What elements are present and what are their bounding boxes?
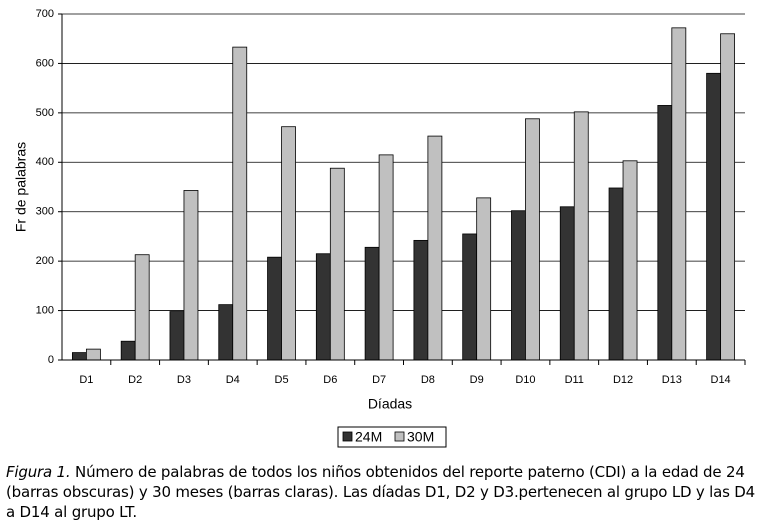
x-tick-label: D4: [226, 374, 240, 386]
legend-label: 24M: [355, 429, 382, 445]
x-tick-label: D5: [275, 374, 289, 386]
y-tick-label: 100: [36, 304, 54, 316]
legend-label: 30M: [407, 429, 434, 445]
bar: [427, 135, 443, 361]
x-tick-label: D13: [662, 374, 682, 386]
bar: [169, 311, 185, 361]
caption: Figura 1. Número de palabras de todos lo…: [6, 462, 758, 522]
bar: [573, 111, 589, 361]
bar: [218, 304, 234, 361]
bar: [476, 197, 492, 361]
x-tick-label: D12: [613, 374, 633, 386]
x-tick-label: D2: [128, 374, 142, 386]
legend-swatch: [394, 431, 405, 442]
caption-text: Número de palabras de todos los niños ob…: [6, 463, 755, 521]
x-tick-label: D10: [515, 374, 535, 386]
bar: [608, 187, 624, 361]
y-tick-label: 500: [36, 107, 54, 119]
x-tick-label: D14: [711, 374, 731, 386]
bar: [706, 72, 722, 361]
x-tick-label: D3: [177, 374, 191, 386]
y-tick-label: 400: [36, 156, 54, 168]
bar: [120, 340, 136, 361]
bar: [559, 206, 575, 361]
bar: [281, 126, 296, 361]
bar: [267, 256, 282, 361]
bar: [183, 190, 199, 361]
y-tick-label: 0: [48, 354, 54, 366]
y-tick-label: 300: [36, 206, 54, 218]
legend: 24M 30M: [337, 426, 447, 448]
x-axis-label: Díadas: [368, 396, 412, 412]
bar: [462, 233, 478, 361]
chart: Fr de palabras Díadas 0 100 200 300 400 500 60…: [13, 8, 746, 448]
y-axis-label: Fr de palabras: [13, 142, 29, 232]
x-tick-label: D1: [79, 374, 93, 386]
bar: [329, 167, 345, 361]
caption-label: Figura 1.: [6, 463, 71, 481]
bar: [720, 33, 736, 361]
legend-box: [337, 426, 447, 448]
y-tick-label: 600: [36, 57, 54, 69]
x-tick-label: D7: [372, 374, 386, 386]
bar: [511, 210, 526, 361]
x-tick-label: D9: [470, 374, 484, 386]
bar: [315, 253, 331, 361]
bar: [71, 352, 87, 361]
y-tick-label: 700: [36, 8, 54, 20]
bar: [413, 239, 429, 361]
bar: [622, 160, 638, 361]
legend-swatch: [342, 431, 353, 442]
y-tick-label: 200: [36, 255, 54, 267]
bar: [85, 348, 101, 361]
bar: [378, 154, 394, 361]
bar: [134, 254, 150, 361]
bar: [232, 46, 248, 361]
x-tick-label: D11: [565, 374, 584, 386]
x-tick-label: D8: [421, 374, 435, 386]
x-tick-label: D6: [323, 374, 337, 386]
bar: [657, 105, 673, 361]
bar: [525, 118, 540, 361]
bar: [671, 27, 687, 361]
bar: [364, 246, 380, 361]
